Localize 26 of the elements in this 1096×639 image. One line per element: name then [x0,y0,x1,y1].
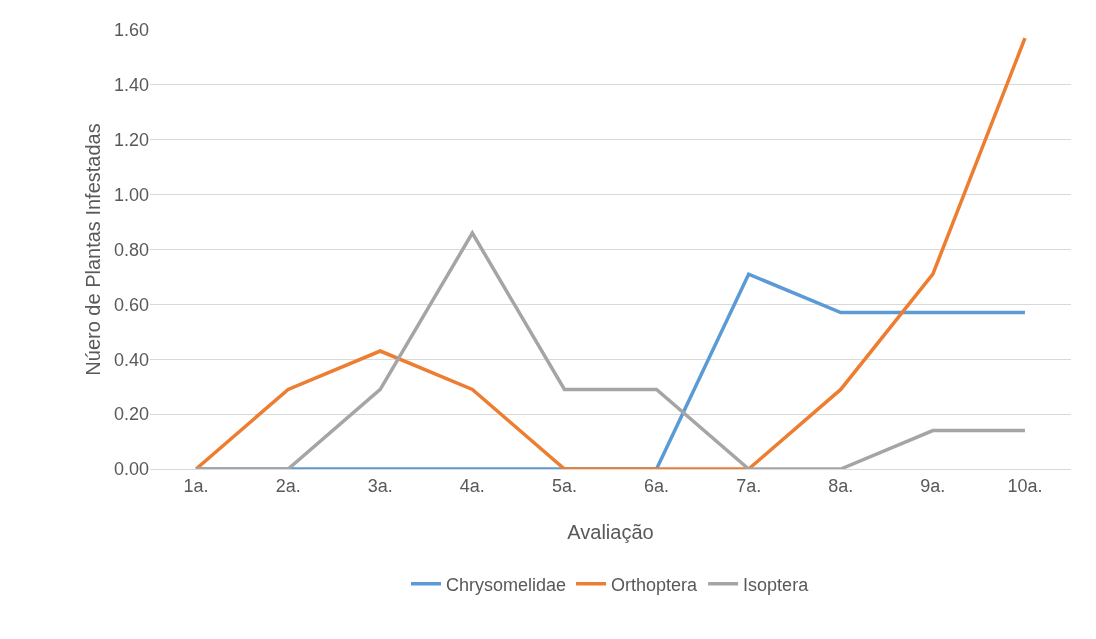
y-tick-label: 0.20 [113,404,149,425]
y-axis-title: Núero de Plantas Infestadas [82,123,104,376]
y-tick-label: 1.00 [113,184,149,205]
y-tick-label: 1.40 [113,75,149,96]
y-tick-label: 0.80 [113,239,149,260]
x-tick-label: 8a. [828,475,854,496]
x-tick-label: 1a. [183,475,209,496]
x-tick-label: 6a. [644,475,670,496]
legend-label: Chrysomelidae [446,574,567,595]
line-series [194,36,1027,469]
x-tick-label: 2a. [275,475,301,496]
x-tick-label: 7a. [736,475,762,496]
x-tick-label: 3a. [367,475,393,496]
y-tick-label: 0.60 [113,294,149,315]
x-tick-label: 5a. [551,475,577,496]
y-tick-label: 1.60 [113,20,149,41]
legend-label: Orthoptera [611,574,699,595]
x-tick-label: 4a. [459,475,485,496]
legend-label: Isoptera [743,574,810,595]
x-axis-title: Avaliação [567,521,654,543]
x-tick-label: 10a. [1007,475,1043,496]
x-tick-label: 9a. [920,475,946,496]
y-tick-label: 0.00 [113,459,149,480]
line-series [194,231,1027,469]
y-tick-label: 1.20 [113,130,149,151]
y-tick-label: 0.40 [113,349,149,370]
